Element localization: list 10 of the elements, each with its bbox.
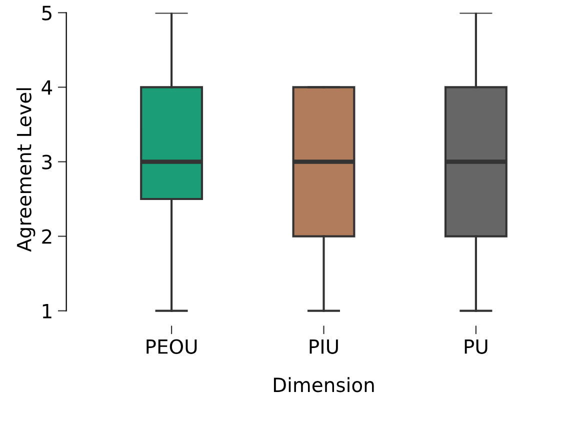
y-tick-label: 4 (42, 80, 52, 95)
x-axis-title: Dimension (274, 377, 374, 392)
x-tick-label: PU (464, 340, 488, 354)
y-tick-label: 3 (42, 154, 52, 170)
y-tick-label: 5 (42, 6, 52, 20)
y-axis-title: Agreement Level (16, 88, 36, 252)
y-tick-label: 1 (42, 304, 52, 318)
y-tick-label: 2 (42, 229, 52, 244)
x-tick-label: PEOU (146, 339, 197, 354)
x-tick-label: PIU (310, 340, 338, 354)
